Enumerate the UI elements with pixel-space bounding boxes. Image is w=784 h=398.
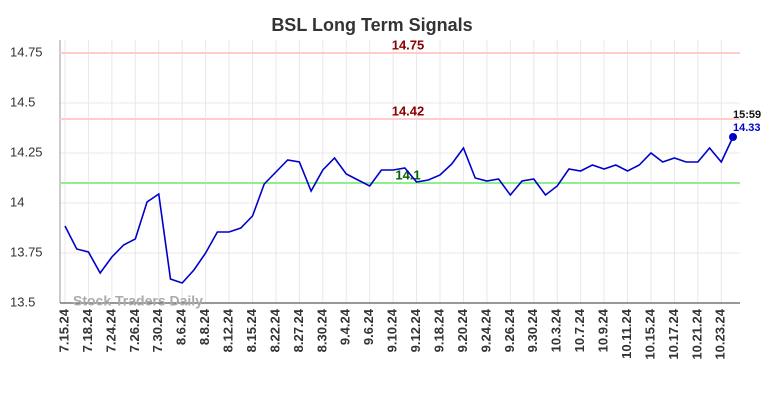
signal-label: 14.75 bbox=[392, 37, 425, 52]
x-tick-label: 10.7.24 bbox=[572, 308, 587, 352]
x-tick-label: 8.27.24 bbox=[291, 308, 306, 352]
x-tick-label: 7.18.24 bbox=[80, 308, 95, 352]
last-point bbox=[729, 133, 737, 141]
watermark: Stock Traders Daily bbox=[73, 293, 203, 309]
x-tick-label: 7.15.24 bbox=[56, 308, 71, 352]
y-tick-label: 13.5 bbox=[10, 294, 35, 309]
x-tick-label: 10.11.24 bbox=[619, 308, 634, 359]
y-tick-label: 14.25 bbox=[10, 144, 43, 159]
x-tick-label: 10.9.24 bbox=[596, 308, 611, 352]
x-tick-label: 7.26.24 bbox=[127, 308, 142, 352]
x-tick-label: 9.10.24 bbox=[385, 308, 400, 352]
x-tick-label: 10.15.24 bbox=[642, 308, 657, 359]
x-tick-label: 10.21.24 bbox=[689, 308, 704, 359]
x-tick-label: 8.6.24 bbox=[174, 308, 189, 345]
chart-title: BSL Long Term Signals bbox=[271, 15, 472, 35]
signal-label: 14.42 bbox=[392, 103, 425, 118]
x-tick-label: 8.8.24 bbox=[197, 308, 212, 345]
x-tick-label: 8.12.24 bbox=[221, 308, 236, 352]
x-tick-label: 9.12.24 bbox=[408, 308, 423, 352]
x-tick-label: 9.26.24 bbox=[502, 308, 517, 352]
x-tick-label: 10.3.24 bbox=[549, 308, 564, 352]
y-tick-label: 14 bbox=[10, 194, 24, 209]
y-tick-label: 13.75 bbox=[10, 244, 43, 259]
x-tick-label: 9.6.24 bbox=[361, 308, 376, 345]
price-line bbox=[64, 136, 734, 284]
x-tick-label: 9.24.24 bbox=[478, 308, 493, 352]
x-tick-label: 8.15.24 bbox=[244, 308, 259, 352]
x-tick-label: 9.20.24 bbox=[455, 308, 470, 352]
last-time: 15:59 bbox=[733, 109, 761, 121]
x-tick-label: 10.23.24 bbox=[713, 308, 728, 359]
x-tick-label: 8.22.24 bbox=[267, 308, 282, 352]
x-tick-label: 9.4.24 bbox=[338, 308, 353, 345]
x-tick-label: 7.24.24 bbox=[103, 308, 118, 352]
x-tick-label: 10.17.24 bbox=[666, 308, 681, 359]
y-tick-label: 14.5 bbox=[10, 94, 35, 109]
x-tick-label: 9.30.24 bbox=[525, 308, 540, 352]
x-tick-label: 8.30.24 bbox=[314, 308, 329, 352]
x-tick-label: 9.18.24 bbox=[431, 308, 446, 352]
last-value: 14.33 bbox=[733, 122, 761, 134]
y-tick-label: 14.75 bbox=[10, 44, 43, 59]
x-tick-label: 7.30.24 bbox=[150, 308, 165, 352]
